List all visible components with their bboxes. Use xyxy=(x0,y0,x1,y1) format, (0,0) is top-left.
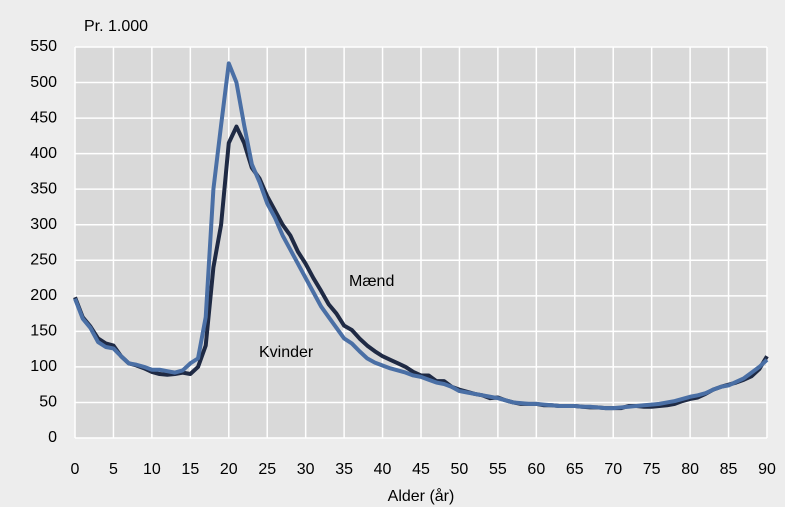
y-tick-label: 50 xyxy=(39,394,57,411)
y-tick-label: 150 xyxy=(30,323,57,340)
x-tick-label: 15 xyxy=(181,461,199,478)
y-tick-label: 250 xyxy=(30,251,57,268)
x-tick-label: 40 xyxy=(374,461,392,478)
y-tick-label: 450 xyxy=(30,109,57,126)
series-label: Mænd xyxy=(349,273,394,290)
x-tick-label: 20 xyxy=(220,461,238,478)
x-tick-label: 0 xyxy=(71,461,80,478)
y-tick-label: 0 xyxy=(48,429,57,446)
y-tick-label: 500 xyxy=(30,74,57,91)
x-tick-label: 30 xyxy=(297,461,315,478)
x-tick-label: 65 xyxy=(566,461,584,478)
y-tick-label: 350 xyxy=(30,180,57,197)
x-tick-label: 35 xyxy=(335,461,353,478)
x-axis-title: Alder (år) xyxy=(388,487,455,505)
x-tick-label: 80 xyxy=(681,461,699,478)
x-tick-label: 90 xyxy=(758,461,776,478)
series-label: Kvinder xyxy=(259,344,314,361)
x-tick-label: 75 xyxy=(643,461,661,478)
y-tick-label: 300 xyxy=(30,216,57,233)
x-tick-label: 70 xyxy=(604,461,622,478)
x-tick-label: 50 xyxy=(451,461,469,478)
x-tick-label: 25 xyxy=(258,461,276,478)
series-line xyxy=(73,61,769,411)
x-tick-label: 55 xyxy=(489,461,507,478)
x-tick-label: 85 xyxy=(720,461,738,478)
y-tick-label: 200 xyxy=(30,287,57,304)
y-tick-label: 100 xyxy=(30,358,57,375)
x-tick-label: 10 xyxy=(143,461,161,478)
y-tick-label: 400 xyxy=(30,145,57,162)
x-tick-label: 60 xyxy=(527,461,545,478)
x-tick-label: 45 xyxy=(412,461,430,478)
x-tick-label: 5 xyxy=(109,461,118,478)
y-axis-title: Pr. 1.000 xyxy=(84,18,148,35)
y-tick-label: 550 xyxy=(30,38,57,55)
